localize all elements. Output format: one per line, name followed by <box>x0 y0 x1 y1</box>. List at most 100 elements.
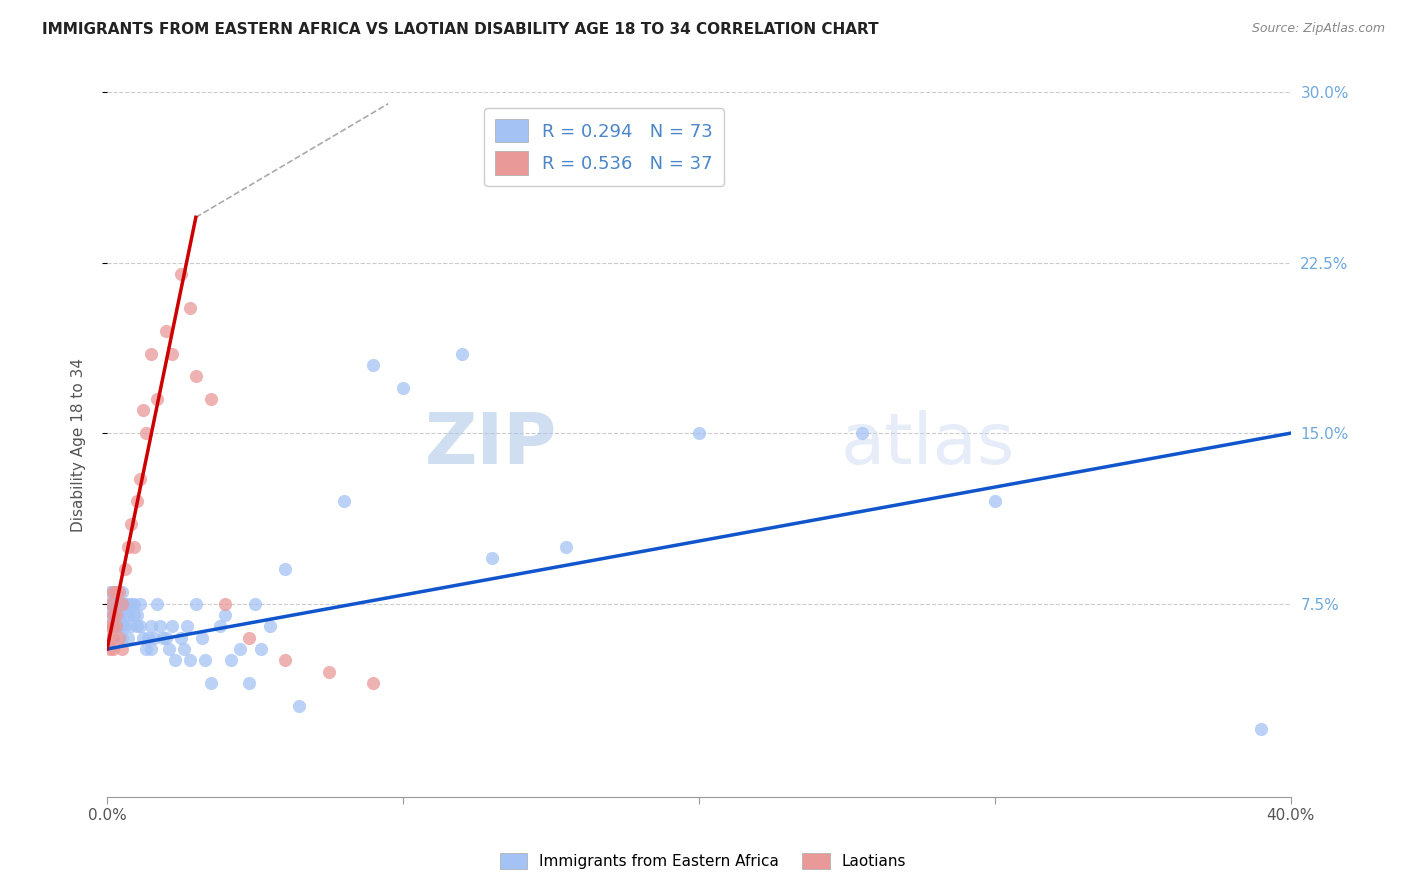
Point <box>108 619 131 633</box>
Point <box>143 631 166 645</box>
Point <box>155 631 177 645</box>
Point <box>114 597 136 611</box>
Point <box>120 597 142 611</box>
Point <box>179 301 201 316</box>
Point <box>141 642 163 657</box>
Point <box>554 540 576 554</box>
Point <box>120 516 142 531</box>
Point <box>117 607 139 622</box>
Point <box>363 676 385 690</box>
Point <box>108 585 131 599</box>
Point <box>155 324 177 338</box>
Point <box>149 619 172 633</box>
Point <box>111 597 134 611</box>
Point <box>111 585 134 599</box>
Point <box>114 619 136 633</box>
Point <box>146 597 169 611</box>
Point <box>983 494 1005 508</box>
Point <box>104 619 127 633</box>
Legend: R = 0.294   N = 73, R = 0.536   N = 37: R = 0.294 N = 73, R = 0.536 N = 37 <box>485 109 724 186</box>
Point <box>122 597 145 611</box>
Text: IMMIGRANTS FROM EASTERN AFRICA VS LAOTIAN DISABILITY AGE 18 TO 34 CORRELATION CH: IMMIGRANTS FROM EASTERN AFRICA VS LAOTIA… <box>42 22 879 37</box>
Point <box>273 562 295 576</box>
Point <box>173 642 195 657</box>
Point <box>141 619 163 633</box>
Point <box>111 619 134 633</box>
Point <box>104 585 127 599</box>
Point <box>141 346 163 360</box>
Point <box>98 597 121 611</box>
Point <box>98 631 121 645</box>
Y-axis label: Disability Age 18 to 34: Disability Age 18 to 34 <box>72 358 86 532</box>
Point <box>111 597 134 611</box>
Point <box>152 631 174 645</box>
Point <box>214 607 236 622</box>
Legend: Immigrants from Eastern Africa, Laotians: Immigrants from Eastern Africa, Laotians <box>494 847 912 875</box>
Point <box>104 585 127 599</box>
Point <box>363 358 385 372</box>
Point <box>1250 722 1272 736</box>
Point <box>451 346 474 360</box>
Point <box>98 607 121 622</box>
Point <box>101 619 124 633</box>
Point <box>179 653 201 667</box>
Point <box>98 597 121 611</box>
Point <box>125 619 148 633</box>
Point <box>101 631 124 645</box>
Point <box>98 619 121 633</box>
Point <box>125 494 148 508</box>
Point <box>160 619 183 633</box>
Point <box>104 619 127 633</box>
Point <box>108 631 131 645</box>
Point <box>170 631 193 645</box>
Point <box>98 642 121 657</box>
Point <box>128 597 150 611</box>
Point <box>259 619 281 633</box>
Point <box>122 540 145 554</box>
Point <box>157 642 180 657</box>
Point <box>851 426 873 441</box>
Text: Source: ZipAtlas.com: Source: ZipAtlas.com <box>1251 22 1385 36</box>
Point <box>101 642 124 657</box>
Point <box>114 562 136 576</box>
Point <box>273 653 295 667</box>
Point <box>108 607 131 622</box>
Point <box>101 585 124 599</box>
Point <box>111 631 134 645</box>
Point <box>125 607 148 622</box>
Point <box>190 631 212 645</box>
Point <box>101 607 124 622</box>
Point <box>117 540 139 554</box>
Point <box>101 597 124 611</box>
Point <box>117 597 139 611</box>
Point <box>131 631 153 645</box>
Point <box>243 597 266 611</box>
Point <box>184 597 207 611</box>
Text: atlas: atlas <box>841 410 1015 479</box>
Point <box>135 426 157 441</box>
Point <box>98 619 121 633</box>
Point <box>333 494 356 508</box>
Point <box>318 665 340 679</box>
Point <box>138 631 160 645</box>
Point <box>170 267 193 281</box>
Point <box>221 653 243 667</box>
Point <box>101 619 124 633</box>
Point <box>481 551 503 566</box>
Point <box>108 597 131 611</box>
Point <box>208 619 231 633</box>
Point <box>122 607 145 622</box>
Point <box>135 642 157 657</box>
Text: ZIP: ZIP <box>425 410 557 479</box>
Point <box>392 381 415 395</box>
Point <box>114 607 136 622</box>
Point <box>131 403 153 417</box>
Point <box>101 585 124 599</box>
Point <box>288 698 311 713</box>
Point <box>120 619 142 633</box>
Point <box>184 369 207 384</box>
Point <box>688 426 710 441</box>
Point <box>165 653 187 667</box>
Point <box>146 392 169 406</box>
Point <box>160 346 183 360</box>
